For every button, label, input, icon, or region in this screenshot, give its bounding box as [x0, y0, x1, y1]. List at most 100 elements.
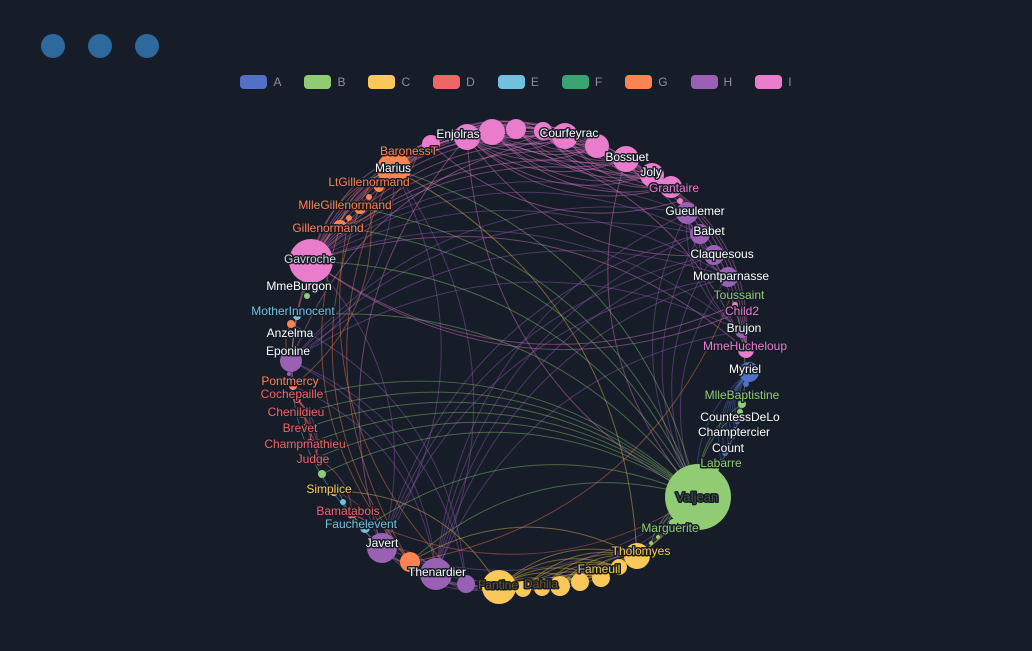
graph-node-Simplice[interactable] [329, 486, 339, 496]
graph-node-Champmathieu[interactable] [306, 439, 314, 447]
node-label-Courfeyrac: Courfeyrac [540, 126, 599, 140]
legend-item-B[interactable]: B [304, 75, 345, 89]
graph-edge [409, 295, 732, 563]
legend-item-I[interactable]: I [755, 75, 792, 89]
graph-edge [435, 496, 699, 583]
graph-node-Zephine[interactable] [515, 581, 531, 597]
graph-node-Brujon[interactable] [735, 324, 749, 338]
graph-node-Marguerite[interactable] [669, 519, 677, 527]
graph-node-Champtercier[interactable] [729, 434, 735, 440]
legend: A B C D E F G H I [0, 75, 1032, 89]
graph-node-CountessDeLo[interactable] [734, 418, 740, 424]
graph-node-Myriel[interactable] [739, 362, 759, 382]
graph-node-Child1[interactable] [732, 302, 738, 308]
graph-edge [351, 496, 699, 555]
graph-node-Tholomyes[interactable] [624, 543, 650, 569]
graph-node-Thenardier[interactable] [420, 558, 452, 590]
graph-node-MotherPlutarch[interactable] [677, 198, 683, 204]
graph-node-Dahlia[interactable] [534, 580, 550, 596]
graph-node-Fantine[interactable] [482, 570, 516, 604]
graph-node-Chenildieu[interactable] [297, 410, 305, 418]
graph-node-Fauchelevent[interactable] [360, 523, 370, 533]
graph-edge [310, 181, 688, 262]
graph-node-Geborand[interactable] [733, 427, 737, 431]
graph-node-Boulatruelle[interactable] [287, 372, 291, 376]
graph-node-Brevet[interactable] [301, 424, 309, 432]
graph-node-Anzelma[interactable] [287, 320, 295, 328]
graph-node-Bossuet[interactable] [613, 146, 639, 172]
graph-node-Gueulemer[interactable] [676, 202, 698, 224]
graph-node-Magnon[interactable] [346, 215, 352, 221]
graph-node-Favourite[interactable] [550, 576, 570, 596]
graph-edge [292, 385, 437, 575]
graph-edge [522, 551, 638, 590]
graph-node-Scaufflaire[interactable] [318, 470, 326, 478]
graph-node-Gillenormand[interactable] [333, 220, 347, 234]
graph-node-Jondrette[interactable] [304, 293, 310, 299]
graph-node-Courfeyrac[interactable] [552, 123, 578, 149]
graph-node-Perpetue[interactable] [340, 499, 346, 505]
graph-node-MmeBurgon[interactable] [301, 286, 307, 292]
node-label-Marguerite: Marguerite [641, 521, 699, 535]
graph-node-Listolier[interactable] [611, 559, 627, 575]
graph-node-MmePontmercy[interactable] [366, 194, 372, 200]
graph-node-Gervais[interactable] [649, 541, 653, 545]
legend-swatch [304, 75, 332, 89]
graph-node-Judge[interactable] [312, 454, 320, 462]
graph-node-Fameuil[interactable] [592, 569, 610, 587]
graph-node-MlleGillenormand[interactable] [354, 202, 366, 214]
graph-node-Feuilly[interactable] [534, 122, 552, 140]
legend-item-C[interactable]: C [368, 75, 410, 89]
graph-node-Combeferre[interactable] [479, 119, 505, 145]
graph-node-Cosette[interactable] [400, 552, 420, 572]
graph-edge [542, 130, 672, 189]
graph-node-MotherInnocent[interactable] [293, 312, 301, 320]
graph-node-Mabeuf[interactable] [422, 135, 440, 153]
graph-node-Montparnasse[interactable] [718, 267, 738, 287]
graph-node-Labarre[interactable] [713, 466, 719, 472]
graph-node-MmeMagloire[interactable] [737, 409, 743, 415]
graph-node-Cochepaille[interactable] [293, 395, 301, 403]
graph-node-Valjean[interactable] [665, 464, 731, 530]
graph-node-LtGillenormand[interactable] [374, 182, 384, 192]
graph-node-MmeDeR[interactable] [663, 529, 667, 533]
graph-node-Blacheville[interactable] [571, 573, 589, 591]
graph-node-Cravatte[interactable] [727, 443, 731, 447]
graph-node-Napoleon[interactable] [743, 381, 749, 387]
graph-node-Pontmercy[interactable] [289, 382, 297, 390]
legend-item-G[interactable]: G [625, 75, 668, 89]
graph-node-Eponine[interactable] [280, 350, 302, 372]
graph-edge [435, 233, 701, 575]
node-label-CountessDeLo: CountessDeLo [700, 410, 780, 424]
graph-node-Claquesous[interactable] [704, 245, 724, 265]
graph-edge [698, 233, 743, 332]
graph-node-Marius[interactable] [377, 152, 411, 186]
graph-node-Joly[interactable] [640, 163, 664, 187]
graph-node-MmeHucheloup[interactable] [738, 342, 754, 358]
graph-node-Babet[interactable] [690, 224, 710, 244]
legend-item-D[interactable]: D [433, 75, 475, 89]
graph-node-Prouvaire[interactable] [506, 119, 526, 139]
legend-item-F[interactable]: F [561, 75, 602, 89]
graph-node-Toussaint[interactable] [727, 292, 735, 300]
graph-node-MlleBaptistine[interactable] [738, 400, 746, 408]
graph-node-Isabeau[interactable] [656, 535, 660, 539]
node-label-Javert: Javert [366, 536, 399, 550]
graph-node-BaronessT[interactable] [414, 148, 422, 156]
graph-node-MmeThenardier[interactable] [457, 575, 475, 593]
graph-node-Enjolras[interactable] [454, 124, 480, 150]
legend-item-E[interactable]: E [497, 75, 539, 89]
graph-node-Bamatabois[interactable] [347, 509, 357, 519]
graph-node-Child2[interactable] [735, 310, 741, 316]
graph-node-Gavroche[interactable] [289, 239, 333, 283]
node-label-Grantaire: Grantaire [649, 181, 699, 195]
graph-node-Grantaire[interactable] [660, 176, 682, 198]
graph-node-Bahorel[interactable] [585, 134, 609, 158]
legend-item-A[interactable]: A [240, 75, 281, 89]
graph-node-Count[interactable] [722, 450, 728, 456]
graph-node-Javert[interactable] [367, 533, 397, 563]
legend-item-H[interactable]: H [690, 75, 732, 89]
graph-node-OldMan[interactable] [719, 459, 723, 463]
legend-swatch [625, 75, 653, 89]
legend-swatch [755, 75, 783, 89]
